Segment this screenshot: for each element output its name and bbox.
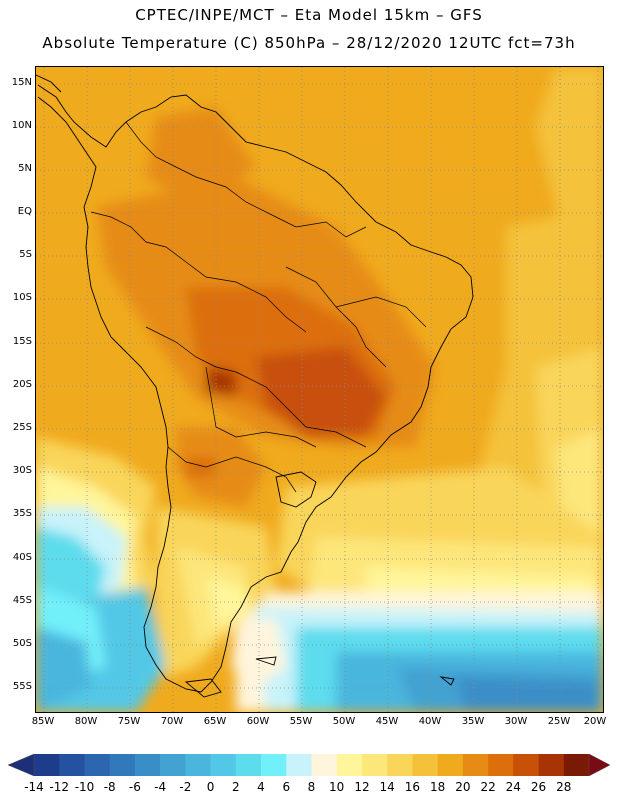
colorbar-tick-label: 4 <box>257 780 265 794</box>
colorbar-tick-label: 6 <box>282 780 291 794</box>
colorbar-cells <box>34 754 590 776</box>
lat-label: 15S <box>12 336 32 347</box>
colorbar-tick-label: 22 <box>480 780 496 794</box>
colorbar-cell <box>563 754 590 776</box>
colorbar-tick-label: 0 <box>206 780 215 794</box>
lat-label: 30S <box>12 465 32 476</box>
colorbar-cell <box>286 754 312 776</box>
colorbar-cell <box>462 754 489 776</box>
colorbar-tick-label: -12 <box>49 780 69 794</box>
colorbar-tick-label: -6 <box>128 780 141 794</box>
colorbar-cell <box>412 754 438 776</box>
lon-label: 45W <box>375 716 399 727</box>
colorbar-cell <box>185 754 211 776</box>
colorbar-cell <box>311 754 338 776</box>
lon-label: 85W <box>31 716 55 727</box>
lon-label: 60W <box>246 716 270 727</box>
lat-label: 5N <box>18 163 32 174</box>
lat-label: 10N <box>11 120 32 131</box>
colorbar-cell <box>437 754 464 776</box>
colorbar-cell <box>84 754 110 776</box>
lon-label: 40W <box>418 716 442 727</box>
lon-label: 70W <box>160 716 184 727</box>
lon-label: 30W <box>504 716 528 727</box>
lat-label: 45S <box>12 595 32 606</box>
colorbar-tick-label: 20 <box>455 780 471 794</box>
colorbar-tick-label: -4 <box>154 780 167 794</box>
colorbar-tick-label: 26 <box>530 780 547 794</box>
lon-label: 50W <box>332 716 356 727</box>
lat-label: 5S <box>19 249 32 260</box>
temperature-map <box>35 66 604 713</box>
colorbar-tick-label: -2 <box>179 780 192 794</box>
lon-label: 80W <box>74 716 98 727</box>
colorbar-cell <box>513 754 539 776</box>
colorbar-cell <box>336 754 363 776</box>
colorbar-cell <box>538 754 565 776</box>
colorbar-tick-label: 18 <box>429 780 446 794</box>
colorbar-cell <box>210 754 237 776</box>
colorbar-under-arrow <box>7 753 35 777</box>
temperature-field <box>36 67 603 712</box>
country-borders <box>90 121 427 493</box>
colorbar-tick-label: -14 <box>24 780 44 794</box>
lat-label: 50S <box>12 638 32 649</box>
lat-label: 35S <box>12 508 32 519</box>
colorbar-tick-label: -10 <box>74 780 95 794</box>
colorbar-tick-label: -8 <box>103 780 116 794</box>
colorbar-cell <box>261 754 287 776</box>
colorbar-tick-label: 2 <box>231 780 240 794</box>
lat-label: 20S <box>12 379 32 390</box>
colorbar-cell <box>59 754 85 776</box>
lon-label: 20W <box>583 716 607 727</box>
colorbar-cell <box>387 754 413 776</box>
temperature-colorbar <box>7 753 611 777</box>
colorbar-tick-label: 8 <box>307 780 316 794</box>
colorbar-cell <box>488 754 514 776</box>
colorbar-tick-label: 16 <box>404 780 421 794</box>
colorbar-tick-label: 12 <box>354 780 370 794</box>
lon-label: 55W <box>289 716 313 727</box>
colorbar-cell <box>109 754 136 776</box>
lat-label: 10S <box>12 292 32 303</box>
lon-label: 35W <box>461 716 485 727</box>
lon-label: 75W <box>117 716 141 727</box>
colorbar-tick-label: 10 <box>329 780 345 794</box>
lat-label: 25S <box>12 422 32 433</box>
lat-label: 55S <box>12 681 32 692</box>
colorbar-cell <box>235 754 262 776</box>
coastlines <box>36 74 474 698</box>
colorbar-tick-label: 28 <box>556 780 572 794</box>
lat-label: 15N <box>11 77 32 88</box>
colorbar-tick-label: 24 <box>505 780 521 794</box>
colorbar-cell <box>160 754 186 776</box>
map-title-source: CPTEC/INPE/MCT – Eta Model 15km – GFS <box>135 6 483 24</box>
lon-label: 25W <box>547 716 571 727</box>
colorbar-cell <box>34 754 60 776</box>
colorbar-over-arrow <box>588 753 611 777</box>
colorbar-tick-label: 14 <box>379 780 395 794</box>
lat-label: 40S <box>12 552 32 563</box>
map-title-variable: Absolute Temperature (C) 850hPa – 28/12/… <box>42 34 576 52</box>
colorbar-cell <box>361 754 388 776</box>
lat-lon-grid <box>36 67 603 712</box>
lat-label: EQ <box>17 206 32 217</box>
field-shading <box>36 67 603 712</box>
colorbar-cell <box>134 754 161 776</box>
lon-label: 65W <box>203 716 227 727</box>
